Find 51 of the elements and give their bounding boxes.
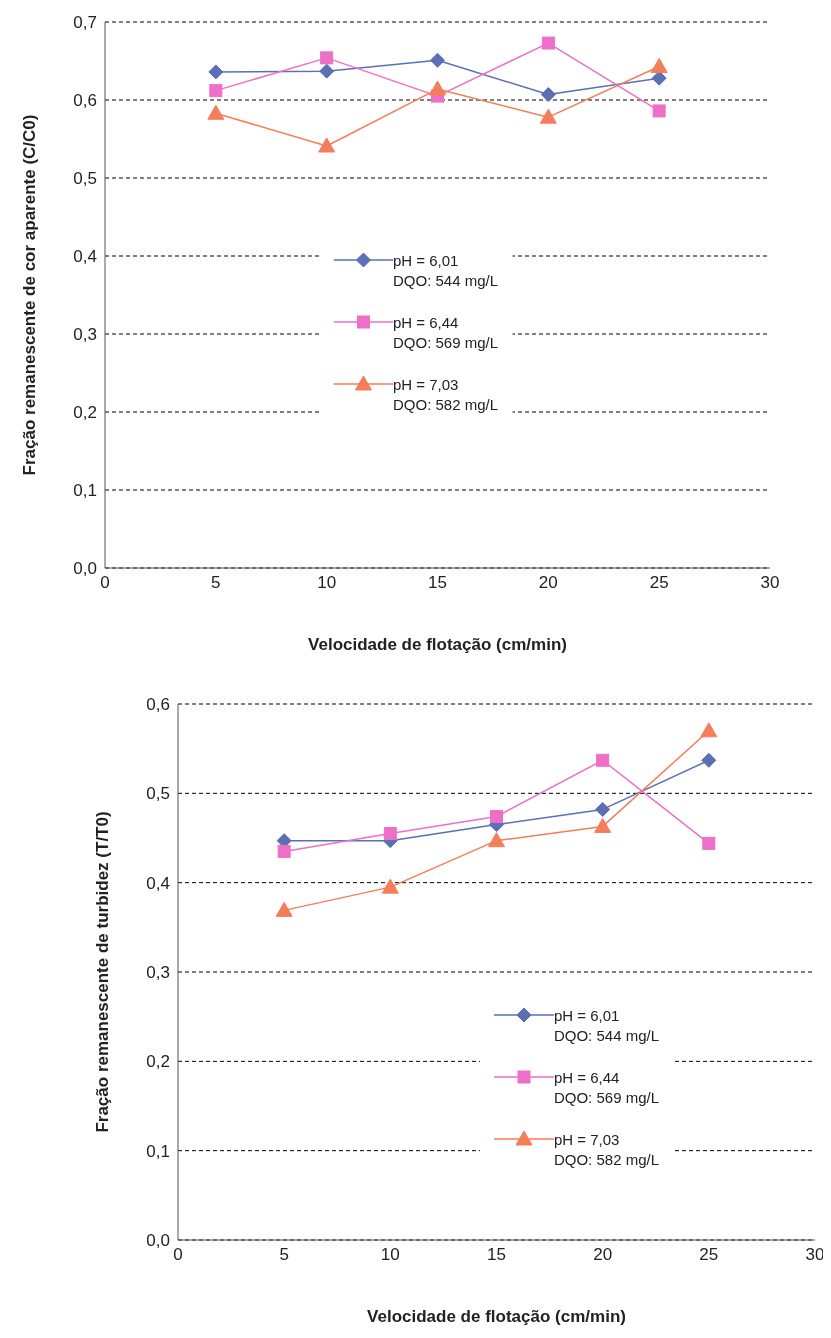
legend-label: pH = 7,03 DQO: 582 mg/L [392,375,499,415]
x-tick-label: 0 [100,573,110,593]
point [488,832,505,848]
x-tick-label: 20 [538,573,558,593]
point [490,810,503,824]
point [381,878,399,894]
x-tick-label: 25 [699,1245,719,1265]
y-tick-label: 0,5 [146,784,170,804]
point [702,836,716,850]
legend-label: pH = 7,03 DQO: 582 mg/L [553,1130,659,1170]
y-axis-title: Fração remanescente de turbidez (T/T0) [93,811,113,1133]
y-tick-label: 0,1 [73,481,97,501]
legend-label: pH = 6,01 DQO: 544 mg/L [392,251,499,291]
y-tick-label: 0,3 [73,325,97,345]
x-axis-title: Velocidade de flotação (cm/min) [308,635,567,654]
point [701,752,717,768]
y-tick-label: 0,6 [73,91,97,111]
x-tick-label: 30 [760,573,780,593]
legend-label: pH = 6,44 DQO: 569 mg/L [553,1068,659,1108]
y-tick-label: 0,7 [73,13,97,33]
y-tick-label: 0,4 [73,247,97,267]
y-axis-title: Fração remanescente de cor aparente (C/C0) [20,114,40,476]
x-tick-label: 15 [487,1245,506,1265]
legend-label: pH = 6,44 DQO: 569 mg/L [392,313,499,353]
legend-label: pH = 6,01 DQO: 544 mg/L [553,1006,659,1046]
x-tick-label: 15 [428,573,447,593]
x-tick-label: 10 [317,573,337,593]
y-tick-label: 0,4 [146,873,170,893]
y-tick-label: 0,6 [146,695,170,715]
x-tick-label: 0 [173,1245,183,1265]
x-tick-label: 20 [593,1245,613,1265]
y-tick-label: 0,0 [73,559,97,579]
x-tick-label: 5 [211,573,221,593]
y-tick-label: 0,0 [146,1231,170,1251]
point [596,753,610,767]
y-tick-label: 0,3 [146,963,170,983]
point [275,901,293,917]
x-tick-label: 25 [649,573,669,593]
y-tick-label: 0,5 [73,169,97,189]
x-axis-title: Velocidade de flotação (cm/min) [367,1307,626,1326]
y-tick-label: 0,2 [73,403,97,423]
y-tick-label: 0,2 [146,1052,170,1072]
x-tick-label: 5 [279,1245,289,1265]
point [277,844,291,858]
x-tick-label: 30 [805,1245,825,1265]
point [383,827,397,841]
point [595,801,611,817]
point [700,722,718,738]
x-tick-label: 10 [380,1245,400,1265]
point [594,817,612,833]
y-tick-label: 0,1 [146,1141,170,1161]
